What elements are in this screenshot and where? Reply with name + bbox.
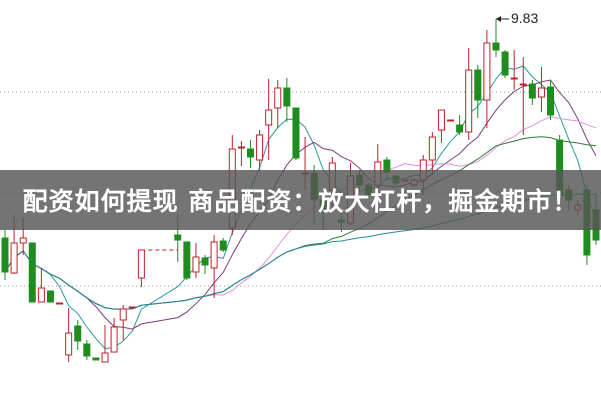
candle-down (456, 124, 464, 133)
candle-up (437, 109, 445, 131)
candle-up (101, 352, 109, 363)
candle-down (174, 234, 182, 241)
candle-up (428, 136, 436, 161)
candle-up (37, 287, 45, 303)
candle-down (219, 240, 227, 251)
candle-down (246, 148, 254, 158)
candle-up (510, 77, 518, 80)
peak-arrow-icon (495, 16, 501, 22)
candle-up (465, 69, 473, 133)
candle-up (256, 134, 264, 161)
candle-up (265, 109, 273, 126)
candle-up (56, 302, 64, 305)
candle-down (83, 343, 91, 357)
candle-down (547, 86, 555, 116)
ma10-line (4, 79, 597, 330)
candle-down (1, 237, 9, 273)
candle-up (483, 42, 491, 101)
candle-down (474, 69, 482, 101)
candle-up (19, 237, 27, 244)
candle-up (237, 146, 245, 149)
candle-down (28, 242, 36, 303)
candle-down (46, 290, 54, 303)
candle-up (447, 119, 455, 122)
candle-up (519, 83, 527, 86)
peak-price-label: 9.83 (511, 10, 539, 26)
candle-up (137, 249, 145, 279)
candle-up (119, 308, 127, 321)
candle-down (528, 83, 536, 99)
candle-down (292, 107, 300, 159)
candle-down (183, 241, 191, 279)
candle-up (65, 332, 73, 356)
candle-down (74, 325, 82, 342)
title-banner: 配资如何提现 商品配资：放大杠杆，掘金期市！ (0, 170, 601, 230)
banner-title: 配资如何提现 商品配资：放大杠杆，掘金期市！ (22, 187, 579, 216)
candle-down (201, 257, 209, 266)
candle-up (128, 306, 136, 309)
candle-up (110, 326, 118, 353)
candle-up (10, 242, 18, 274)
candle-up (274, 87, 282, 109)
candle-down (283, 87, 291, 107)
candle-down (492, 42, 500, 51)
candle-up (537, 87, 545, 98)
candle-down (92, 357, 100, 361)
candle-down (501, 51, 509, 76)
candle-up (210, 241, 218, 269)
candle-up (192, 256, 200, 273)
